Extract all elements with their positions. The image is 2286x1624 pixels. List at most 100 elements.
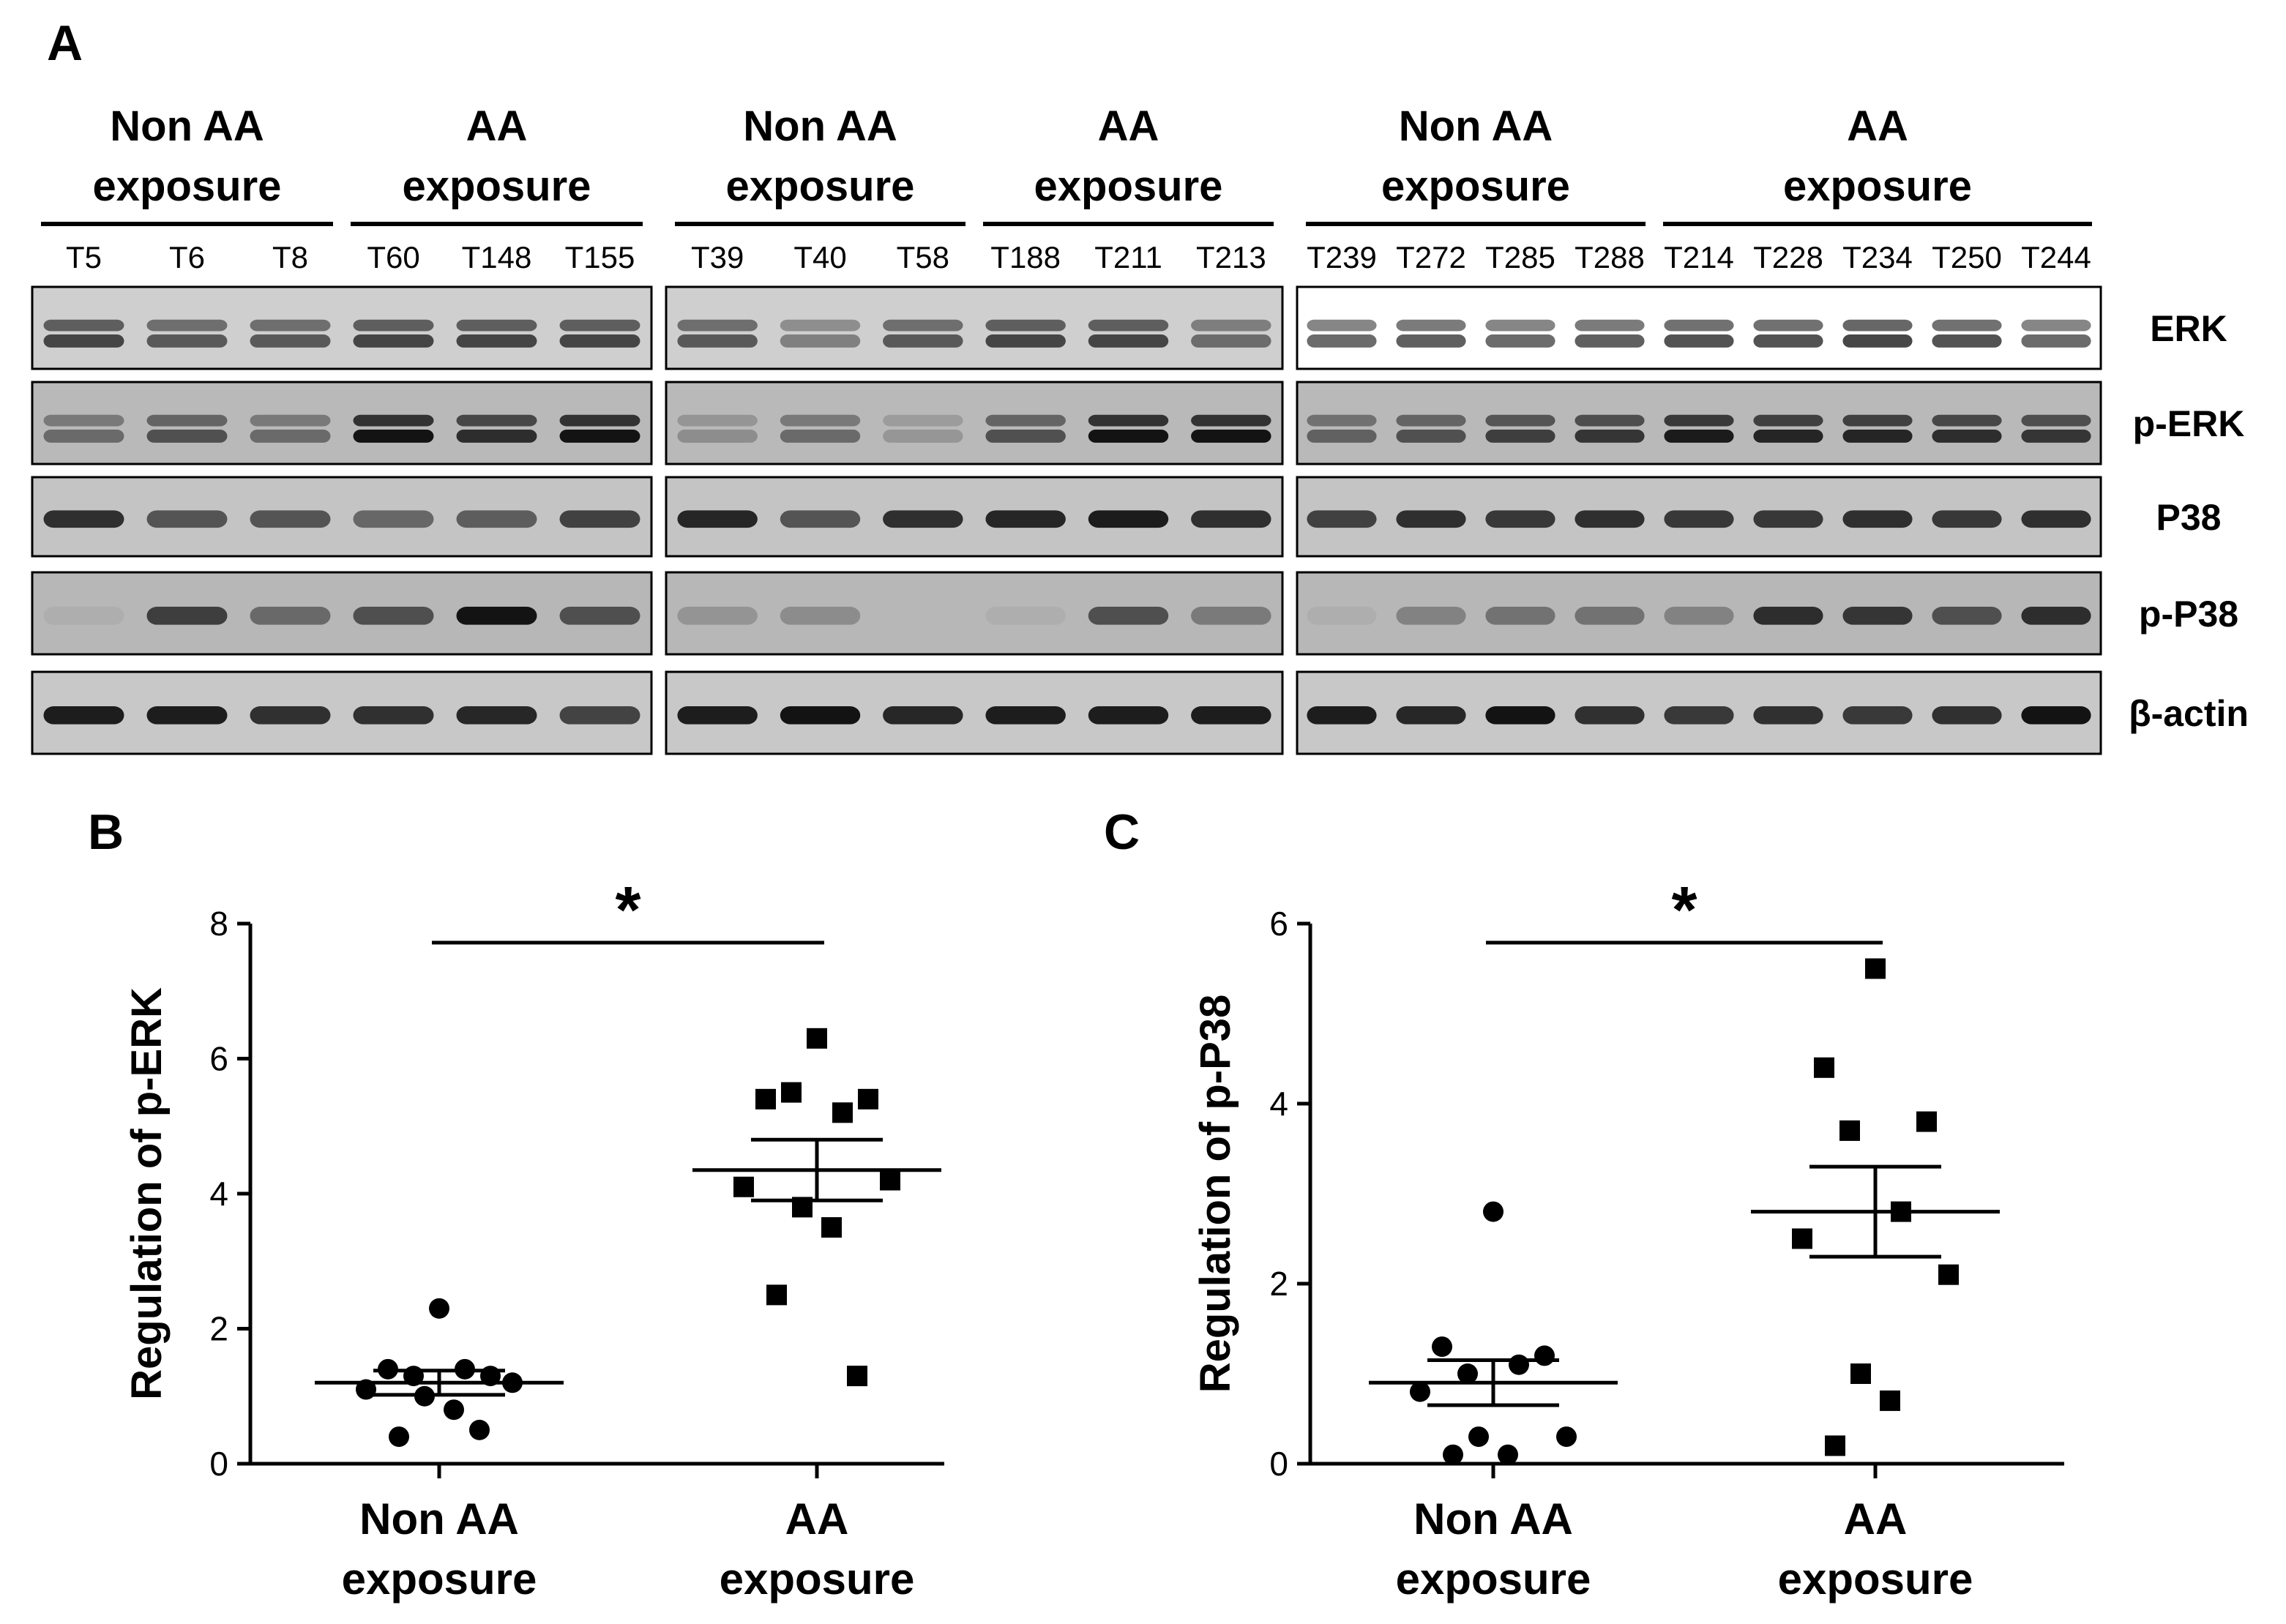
- blot-strip: [665, 381, 1284, 465]
- protein-band: [1485, 334, 1555, 348]
- data-point: [1443, 1444, 1463, 1465]
- y-tick-label: 6: [1269, 905, 1288, 943]
- protein-band: [559, 510, 640, 528]
- protein-band: [1191, 319, 1271, 332]
- protein-band: [1396, 706, 1466, 725]
- protein-band: [1191, 429, 1271, 443]
- protein-band: [353, 510, 434, 528]
- protein-band: [1575, 319, 1645, 332]
- protein-band: [1485, 706, 1555, 725]
- protein-band: [1753, 319, 1823, 332]
- x-category-label: Non AA: [1413, 1494, 1573, 1543]
- data-point: [1825, 1435, 1845, 1456]
- lane-label: T60: [367, 240, 419, 274]
- protein-band: [1307, 414, 1377, 427]
- protein-band: [1842, 607, 1913, 625]
- blot-strip: [31, 670, 653, 755]
- y-axis-title: Regulation of p-P38: [1192, 995, 1239, 1393]
- x-category-label: AA: [785, 1494, 849, 1543]
- data-point: [414, 1385, 435, 1407]
- lane-label: T214: [1664, 240, 1734, 274]
- protein-band: [985, 607, 1066, 625]
- data-point: [1410, 1381, 1430, 1402]
- protein-band: [1088, 429, 1169, 443]
- protein-band: [1191, 414, 1271, 427]
- protein-band: [250, 319, 331, 332]
- group-label-line1: AA: [466, 102, 528, 150]
- lane-label: T5: [66, 240, 102, 274]
- protein-band: [677, 319, 758, 332]
- protein-band: [1932, 429, 2002, 443]
- panel-letter: C: [1104, 804, 1140, 860]
- protein-band: [1307, 510, 1377, 528]
- protein-band: [1307, 429, 1377, 443]
- data-point: [480, 1366, 501, 1387]
- protein-band: [677, 706, 758, 725]
- protein-band: [250, 429, 331, 443]
- protein-band: [250, 414, 331, 427]
- group-label-line1: AA: [1098, 102, 1159, 150]
- protein-band: [1664, 429, 1734, 443]
- x-category-label: Non AA: [359, 1494, 519, 1543]
- protein-band: [146, 706, 228, 725]
- protein-band: [1088, 319, 1169, 332]
- protein-band: [1753, 334, 1823, 348]
- data-point: [455, 1358, 475, 1380]
- protein-band: [2021, 429, 2091, 443]
- y-tick-label: 8: [209, 905, 228, 943]
- protein-band: [2021, 607, 2091, 625]
- data-point: [1457, 1363, 1478, 1384]
- lane-label: T8: [272, 240, 308, 274]
- protein-band: [250, 706, 331, 725]
- lane-label: T148: [462, 240, 532, 274]
- x-category-label: exposure: [720, 1554, 915, 1604]
- protein-band: [559, 414, 640, 427]
- protein-band: [43, 429, 124, 443]
- data-point: [429, 1298, 449, 1319]
- protein-band: [1575, 510, 1645, 528]
- protein-band: [1842, 510, 1913, 528]
- protein-band: [1307, 607, 1377, 625]
- protein-band: [1088, 607, 1169, 625]
- protein-band: [1842, 414, 1913, 427]
- protein-band: [353, 607, 434, 625]
- data-point: [502, 1372, 523, 1393]
- group-label-line2: exposure: [93, 162, 282, 210]
- protein-band: [1485, 607, 1555, 625]
- protein-band: [146, 429, 228, 443]
- lane-label: T250: [1932, 240, 2002, 274]
- protein-band: [1191, 510, 1271, 528]
- protein-band: [146, 334, 228, 348]
- protein-band: [250, 607, 331, 625]
- protein-band: [43, 414, 124, 427]
- protein-band: [1664, 706, 1734, 725]
- protein-band: [1088, 510, 1169, 528]
- protein-band: [780, 414, 861, 427]
- protein-band: [250, 334, 331, 348]
- lane-label: T211: [1094, 240, 1162, 274]
- panel-b-scatter-chart: B 0 2 4 6 8 Non AA exposure AA exposure Regulation…: [88, 804, 944, 1604]
- data-point: [847, 1366, 867, 1387]
- data-point: [403, 1366, 424, 1387]
- data-point: [1556, 1426, 1577, 1448]
- data-point: [356, 1379, 376, 1400]
- x-category-label: exposure: [342, 1554, 537, 1604]
- data-point: [1880, 1390, 1900, 1411]
- protein-band: [1842, 706, 1913, 725]
- data-point: [880, 1170, 900, 1191]
- protein-band: [43, 607, 124, 625]
- blot-strip: [665, 476, 1284, 558]
- protein-band: [780, 706, 861, 725]
- row-label: β-actin: [2129, 693, 2249, 734]
- protein-band: [353, 429, 434, 443]
- lane-label: T40: [793, 240, 846, 274]
- protein-band: [985, 510, 1066, 528]
- protein-band: [780, 319, 861, 332]
- protein-band: [2021, 334, 2091, 348]
- blot-strip: [665, 571, 1284, 656]
- data-point: [1483, 1201, 1504, 1222]
- data-point: [389, 1426, 409, 1448]
- data-point: [1839, 1120, 1860, 1141]
- data-point: [444, 1399, 464, 1421]
